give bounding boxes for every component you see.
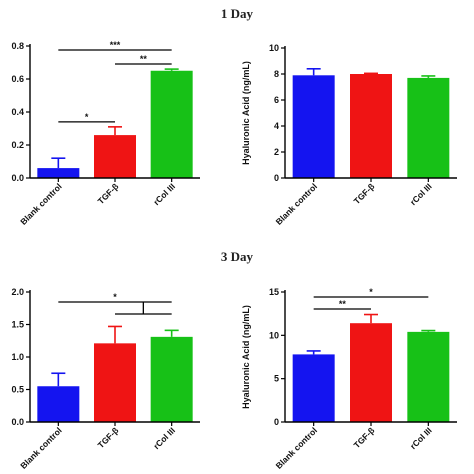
bar-2 — [150, 336, 193, 422]
y-tick-label: 0 — [274, 173, 279, 183]
category-label-1: TGF-β — [352, 181, 377, 206]
y-tick-label: 0.6 — [11, 74, 24, 84]
bar-2 — [407, 77, 450, 178]
y-tick-label: 0.4 — [11, 107, 24, 117]
y-tick-label: 0 — [274, 417, 279, 427]
y-tick-label: 0.5 — [11, 385, 24, 395]
category-label-1: TGF-β — [96, 181, 121, 206]
y-axis-label: Hyaluronic Acid (ng/mL) — [241, 61, 251, 165]
bar-1 — [350, 74, 392, 178]
bar-2 — [150, 70, 193, 178]
category-label-2: rCol III — [151, 425, 177, 451]
category-label-2: rCol III — [408, 181, 434, 207]
category-label-2: rCol III — [408, 425, 434, 451]
significance-label: * — [113, 292, 117, 302]
y-tick-label: 0.0 — [11, 417, 24, 427]
bar-1 — [94, 343, 136, 422]
bar-0 — [292, 75, 335, 178]
y-tick-label: 1.0 — [11, 352, 24, 362]
y-tick-label: 0.8 — [11, 41, 24, 51]
bar-0 — [37, 168, 80, 178]
bar-0 — [292, 354, 335, 422]
y-tick-label: 1.5 — [11, 320, 24, 330]
y-tick-label: 5 — [274, 374, 279, 384]
chart-day3-hyaluronic-acid: 0 5 10 15 Blank control TGF-β rCol III Hyaluron… — [241, 287, 457, 471]
y-tick-label: 2.0 — [11, 287, 24, 297]
significance-label: ** — [339, 299, 347, 309]
category-label-1: TGF-β — [352, 425, 377, 450]
bar-1 — [94, 135, 136, 178]
category-label-2: rCol III — [151, 181, 177, 207]
y-axis-label: Hyaluronic Acid (ng/mL) — [241, 305, 251, 409]
y-tick-label: 4 — [274, 121, 279, 131]
y-tick-label: 10 — [269, 43, 279, 53]
category-label-1: TGF-β — [96, 425, 121, 450]
y-tick-label: 15 — [269, 287, 279, 297]
bar-2 — [407, 331, 450, 422]
y-tick-label: 6 — [274, 95, 279, 105]
category-label-0: Blank control — [18, 181, 63, 226]
y-tick-label: 8 — [274, 69, 279, 79]
day3-title: 3 Day — [220, 249, 254, 264]
y-tick-label: 0.0 — [11, 173, 24, 183]
bar-0 — [37, 386, 80, 422]
significance-label: ** — [140, 54, 148, 64]
chart-day1-hyaluronic-acid: 0 2 4 6 8 10 Blank control TGF-β rCol III Hyaluro… — [241, 43, 457, 227]
bar-1 — [350, 323, 392, 422]
chart-day3-left: 0.0 0.5 1.0 1.5 2.0 Blank control TGF-β rCol II… — [11, 287, 200, 471]
significance-label: * — [85, 112, 89, 122]
y-tick-label: 2 — [274, 147, 279, 157]
category-label-0: Blank control — [274, 181, 319, 226]
chart-day1-left: 0.0 0.2 0.4 0.6 0.8 Blank control TGF-β rCol II… — [11, 40, 200, 227]
y-tick-label: 10 — [269, 330, 279, 340]
significance-label: *** — [110, 40, 121, 50]
significance-label: * — [369, 287, 373, 297]
category-label-0: Blank control — [274, 425, 319, 470]
day1-title: 1 Day — [220, 6, 254, 21]
y-tick-label: 0.2 — [11, 140, 24, 150]
category-label-0: Blank control — [18, 425, 63, 470]
